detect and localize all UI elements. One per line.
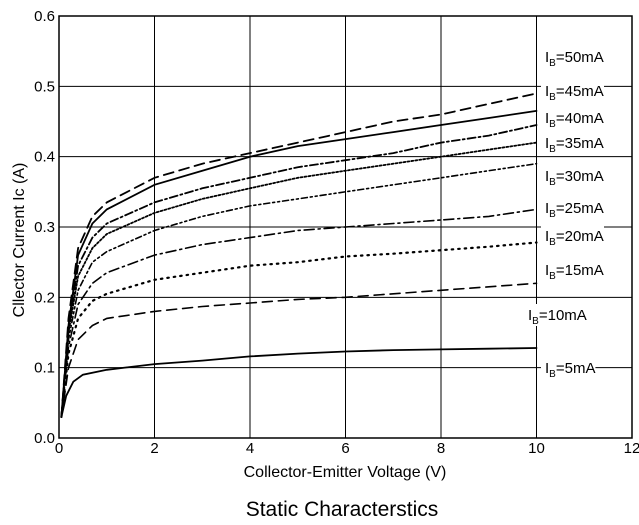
legend-label-i-b-20ma: IB=20mA	[545, 228, 604, 248]
x-tick-label: 4	[246, 440, 254, 457]
x-tick-label: 0	[55, 440, 63, 457]
legend-label-bg	[541, 80, 604, 102]
curve-i-b-40ma	[60, 124, 538, 418]
y-tick-label: 0.3	[34, 219, 55, 236]
curve-i-b-45ma	[60, 110, 538, 418]
grid-lines	[59, 16, 632, 438]
x-tick-label: 12	[624, 440, 639, 457]
y-axis-title: Cllector Current Ic (A)	[11, 163, 28, 318]
curve-i-b-10ma	[60, 282, 538, 418]
legend-label-bg	[541, 225, 604, 247]
legend-label-i-b-50ma: IB=50mA	[545, 49, 604, 69]
legend-label-i-b-30ma: IB=30mA	[545, 168, 604, 188]
legend-label-bg	[541, 132, 604, 154]
x-tick-labels: 0 2 4 6 8 10 12	[55, 440, 639, 457]
curve-group	[60, 92, 538, 418]
legend-labels: IB=50mA IB=45mA IB=40mA IB=35mA IB=30mA IB=25…	[524, 46, 604, 380]
curve-i-b-25ma	[60, 208, 538, 418]
x-tick-label: 8	[437, 440, 445, 457]
curve-i-b-20ma	[60, 241, 538, 418]
legend-label-i-b-40ma: IB=40mA	[545, 110, 604, 130]
y-tick-labels: 0.0 0.1 0.2 0.3 0.4 0.5 0.6	[34, 8, 55, 447]
x-tick-label: 6	[341, 440, 349, 457]
legend-label-bg	[541, 197, 604, 219]
legend-label-bg	[541, 107, 604, 129]
curve-i-b-50ma	[60, 92, 538, 418]
legend-label-bg	[541, 46, 604, 68]
legend-label-bg	[541, 259, 604, 281]
y-tick-label: 0.4	[34, 149, 55, 166]
legend-label-i-b-25ma: IB=25mA	[545, 200, 604, 220]
x-axis-title: Collector-Emitter Voltage (V)	[244, 464, 447, 481]
y-tick-label: 0.6	[34, 8, 55, 25]
legend-label-bg	[524, 304, 587, 326]
legend-label-bg	[541, 357, 596, 379]
y-tick-label: 0.0	[34, 430, 55, 447]
x-tick-label: 2	[150, 440, 158, 457]
legend-label-i-b-5ma: IB=5mA	[545, 360, 595, 380]
legend-label-i-b-10ma: IB=10mA	[528, 307, 587, 327]
y-tick-label: 0.1	[34, 360, 55, 377]
x-tick-label: 10	[528, 440, 545, 457]
y-tick-label: 0.5	[34, 78, 55, 95]
legend-label-bg	[541, 165, 604, 187]
y-tick-label: 0.2	[34, 289, 55, 306]
plot-frame	[58, 15, 633, 439]
legend-label-i-b-15ma: IB=15mA	[545, 262, 604, 282]
legend-label-i-b-35ma: IB=35mA	[545, 135, 604, 155]
curve-i-b-35ma	[60, 141, 538, 418]
chart-caption: Static Characterstics	[246, 498, 439, 521]
curve-i-b-5ma	[60, 347, 538, 418]
legend-label-i-b-45ma: IB=45mA	[545, 83, 604, 103]
curve-i-b-30ma	[60, 162, 538, 418]
